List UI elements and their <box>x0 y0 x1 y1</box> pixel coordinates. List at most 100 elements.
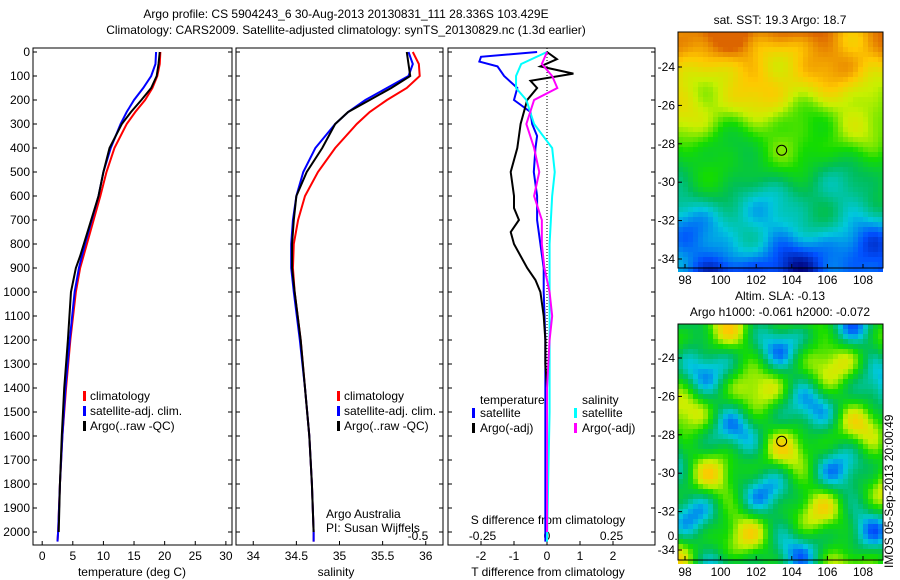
map-cell <box>698 404 703 409</box>
map-cell <box>873 444 878 449</box>
map-cell <box>813 324 818 329</box>
map-cell <box>773 192 778 197</box>
map-cell <box>703 459 708 464</box>
map-cell <box>698 262 703 267</box>
map-cell <box>748 444 753 449</box>
map-cell <box>788 524 793 529</box>
map-cell <box>718 514 723 519</box>
map-cell <box>783 414 788 419</box>
map-cell <box>753 529 758 534</box>
map-cell <box>853 147 858 152</box>
map-cell <box>878 247 883 252</box>
map-cell <box>838 559 843 564</box>
map-cell <box>718 544 723 549</box>
map-cell <box>703 62 708 67</box>
map-cell <box>868 344 873 349</box>
map-cell <box>753 252 758 257</box>
map-cell <box>753 419 758 424</box>
map-cell <box>823 92 828 97</box>
map-cell <box>733 534 738 539</box>
map-cell <box>788 369 793 374</box>
map-cell <box>853 389 858 394</box>
map-cell <box>783 152 788 157</box>
map-cell <box>683 202 688 207</box>
map-cell <box>873 72 878 77</box>
map-cell <box>838 484 843 489</box>
map-cell <box>853 227 858 232</box>
map-cell <box>773 202 778 207</box>
map-cell <box>688 404 693 409</box>
map-cell <box>808 77 813 82</box>
map-cell <box>803 504 808 509</box>
map-cell <box>843 559 848 564</box>
map-cell <box>838 554 843 559</box>
map-cell <box>853 257 858 262</box>
map-cell <box>728 529 733 534</box>
map-cell <box>683 394 688 399</box>
map-cell <box>778 459 783 464</box>
map-cell <box>878 107 883 112</box>
map-cell <box>808 409 813 414</box>
map-cell <box>843 177 848 182</box>
map-cell <box>683 479 688 484</box>
map-cell <box>753 77 758 82</box>
map-cell <box>688 554 693 559</box>
map-cell <box>823 464 828 469</box>
map-cell <box>843 62 848 67</box>
map-cell <box>838 117 843 122</box>
map-cell <box>728 484 733 489</box>
map-cell <box>703 187 708 192</box>
map-cell <box>873 87 878 92</box>
map-cell <box>858 484 863 489</box>
map-cell <box>678 132 683 137</box>
map-cell <box>763 349 768 354</box>
map-cell <box>748 409 753 414</box>
map-cell <box>828 42 833 47</box>
map-cell <box>758 207 763 212</box>
map-cell <box>873 117 878 122</box>
map-cell <box>713 97 718 102</box>
map-cell <box>828 217 833 222</box>
map-cell <box>788 334 793 339</box>
map-cell <box>858 504 863 509</box>
map-cell <box>833 217 838 222</box>
map-cell <box>863 359 868 364</box>
map-cell <box>798 257 803 262</box>
map-cell <box>843 454 848 459</box>
map-cell <box>693 359 698 364</box>
map-cell <box>698 167 703 172</box>
map-cell <box>703 474 708 479</box>
map-cell <box>818 409 823 414</box>
map-cell <box>868 384 873 389</box>
map-cell <box>848 464 853 469</box>
map-cell <box>693 324 698 329</box>
map-cell <box>688 489 693 494</box>
map-cell <box>833 374 838 379</box>
map-cell <box>808 334 813 339</box>
map-cell <box>838 182 843 187</box>
map-cell <box>828 252 833 257</box>
map-cell <box>803 217 808 222</box>
map-cell <box>788 87 793 92</box>
map-cell <box>693 559 698 564</box>
map-cell <box>698 369 703 374</box>
map-cell <box>863 324 868 329</box>
map-cell <box>718 509 723 514</box>
map-cell <box>878 37 883 42</box>
map-cell <box>728 419 733 424</box>
map-cell <box>858 187 863 192</box>
map-cell <box>738 324 743 329</box>
temp-xlabel: temperature (deg C) <box>78 565 186 579</box>
map-cell <box>823 429 828 434</box>
map-cell <box>828 479 833 484</box>
map-cell <box>838 167 843 172</box>
map-cell <box>748 464 753 469</box>
map-cell <box>748 419 753 424</box>
map-cell <box>748 217 753 222</box>
map-cell <box>693 404 698 409</box>
map-cell <box>728 237 733 242</box>
map-cell <box>783 202 788 207</box>
map-cell <box>878 439 883 444</box>
map-cell <box>703 449 708 454</box>
map-cell <box>858 399 863 404</box>
